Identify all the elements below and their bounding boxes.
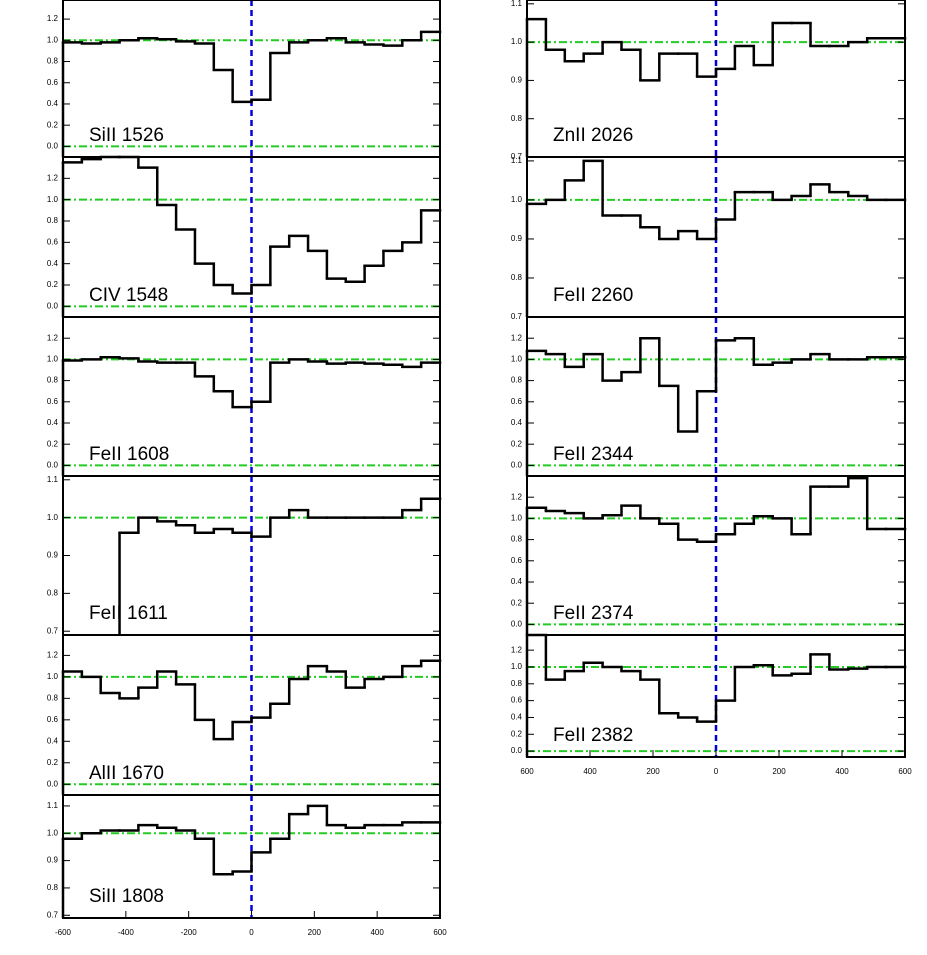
y-tick-label: 0.0 [511, 620, 523, 629]
y-tick-label: 1.0 [511, 662, 523, 671]
y-tick-label: 0.4 [511, 418, 523, 427]
y-tick-label: 1.0 [47, 672, 59, 681]
y-tick-label: 0.8 [47, 216, 59, 225]
y-tick-label: 0.2 [47, 120, 59, 129]
panel-label: FeII 2374 [553, 603, 634, 624]
y-tick-label: 0.9 [511, 234, 523, 243]
y-tick-label: 1.2 [47, 651, 59, 660]
y-tick-label: 1.1 [47, 475, 59, 484]
y-tick-label: 0.0 [47, 301, 59, 310]
y-tick-label: 0.9 [47, 856, 59, 865]
x-tick-label: 0 [249, 928, 254, 937]
y-tick-label: 1.2 [511, 645, 523, 654]
y-tick-label: 0.8 [511, 679, 523, 688]
y-tick-label: 0.0 [47, 461, 59, 470]
y-tick-label: 0.2 [511, 729, 523, 738]
y-tick-label: 0.2 [47, 280, 59, 289]
y-tick-label: 0.2 [511, 598, 523, 607]
y-tick-label: 1.0 [47, 35, 59, 44]
y-tick-label: 1.0 [47, 195, 59, 204]
y-tick-label: 0.4 [47, 259, 59, 268]
y-tick-label: 0.8 [47, 588, 59, 597]
y-tick-label: 0.8 [47, 883, 59, 892]
x-tick-label: 600 [520, 767, 534, 776]
y-tick-label: 0.8 [47, 376, 59, 385]
y-tick-label: 1.2 [511, 492, 523, 501]
y-tick-label: 0.0 [511, 746, 523, 755]
x-tick-label: -400 [118, 928, 135, 937]
y-tick-label: 1.2 [47, 14, 59, 23]
panel-frame [526, 634, 906, 758]
y-tick-label: 0.4 [511, 713, 523, 722]
y-tick-label: 0.8 [511, 376, 523, 385]
y-tick-label: 1.0 [47, 513, 59, 522]
y-tick-label: 1.2 [47, 333, 59, 342]
panel-label: CIV 1548 [89, 285, 168, 306]
x-tick-label: -600 [55, 928, 72, 937]
x-tick-label: 200 [308, 928, 322, 937]
y-tick-label: 0.4 [511, 577, 523, 586]
y-tick-label: 0.6 [47, 715, 59, 724]
panel-label: FeII 1608 [89, 444, 169, 465]
x-tick-label: 600 [433, 928, 447, 937]
y-tick-label: 0.2 [47, 439, 59, 448]
panel-label: SiII 1808 [89, 886, 164, 907]
y-tick-label: 0.8 [511, 535, 523, 544]
y-tick-label: 0.6 [47, 78, 59, 87]
y-tick-label: 1.1 [511, 0, 523, 8]
y-tick-label: 0.8 [47, 57, 59, 66]
y-tick-label: 0.9 [47, 551, 59, 560]
y-tick-label: 0.6 [47, 397, 59, 406]
y-tick-label: 0.7 [511, 152, 523, 161]
y-tick-label: 1.0 [511, 514, 523, 523]
panel-label: FeII 2260 [553, 285, 633, 306]
y-tick-label: 1.2 [511, 333, 523, 342]
x-tick-label: 200 [646, 767, 660, 776]
y-tick-label: 1.1 [47, 801, 59, 810]
y-tick-label: 1.2 [47, 173, 59, 182]
y-tick-label: 0.4 [47, 418, 59, 427]
y-tick-label: 0.2 [511, 439, 523, 448]
y-tick-label: 0.6 [511, 397, 523, 406]
x-tick-label: 400 [583, 767, 597, 776]
y-tick-label: 0.7 [511, 312, 523, 321]
y-tick-label: 1.1 [511, 156, 523, 165]
y-tick-label: 1.0 [47, 828, 59, 837]
x-tick-label: 400 [835, 767, 849, 776]
y-tick-label: 0.6 [511, 556, 523, 565]
panel-label: FeII 2382 [553, 725, 633, 746]
y-tick-label: 0.0 [47, 779, 59, 788]
x-tick-label: 200 [772, 767, 786, 776]
y-tick-label: 0.2 [47, 758, 59, 767]
x-tick-label: 600 [898, 767, 912, 776]
y-tick-label: 0.6 [47, 237, 59, 246]
y-tick-label: 1.0 [511, 37, 523, 46]
y-tick-label: 1.0 [511, 195, 523, 204]
y-tick-label: 1.0 [47, 355, 59, 364]
x-tick-label: 400 [370, 928, 384, 937]
y-tick-label: 0.4 [47, 99, 59, 108]
x-tick-label: -200 [181, 928, 198, 937]
panel-frame [62, 794, 441, 919]
y-tick-label: 0.0 [511, 461, 523, 470]
y-tick-label: 0.9 [511, 76, 523, 85]
y-tick-label: 0.7 [47, 626, 59, 635]
y-tick-label: 0.7 [47, 910, 59, 919]
panel-label: FeII 2344 [553, 444, 634, 465]
x-tick-label: 0 [714, 767, 719, 776]
panel-label: FeII 1611 [89, 603, 168, 624]
panel-label: SiII 1526 [89, 125, 164, 146]
panel-label: AlII 1670 [89, 763, 164, 784]
y-tick-label: 0.8 [511, 273, 523, 282]
panel-label: ZnII 2026 [553, 125, 633, 146]
y-tick-label: 0.6 [511, 696, 523, 705]
y-tick-label: 0.8 [511, 114, 523, 123]
y-tick-label: 0.0 [47, 142, 59, 151]
y-tick-label: 1.0 [511, 355, 523, 364]
y-tick-label: 0.4 [47, 736, 59, 745]
y-tick-label: 0.8 [47, 693, 59, 702]
